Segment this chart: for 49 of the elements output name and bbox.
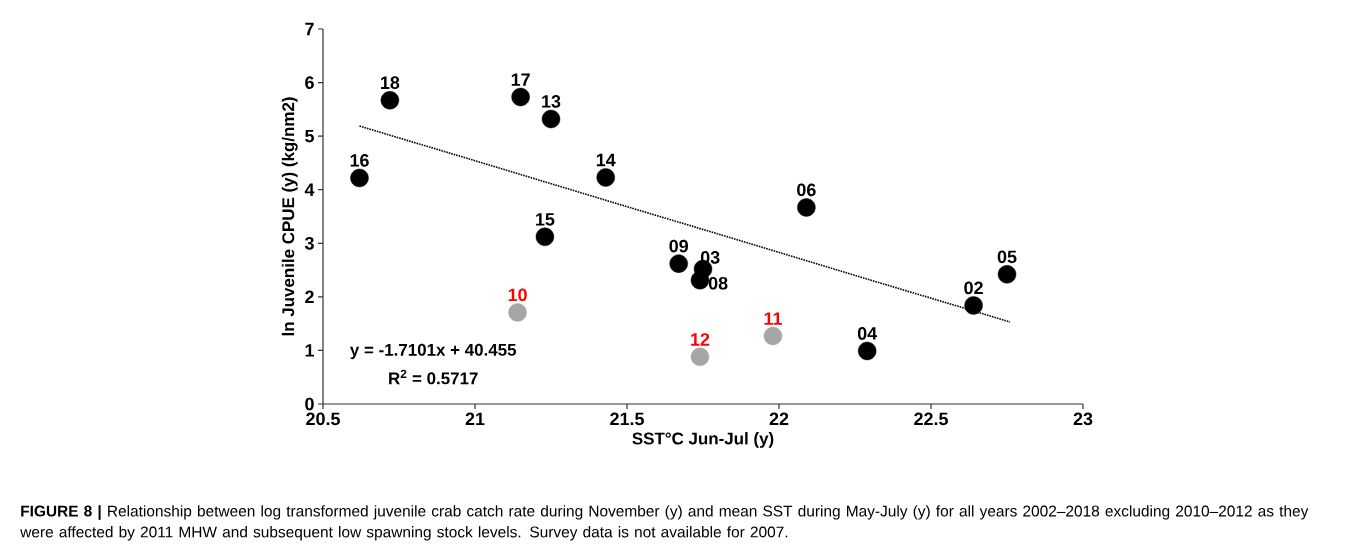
annotation: 10 (508, 288, 527, 302)
annotation: 04 (857, 327, 878, 340)
annotation: 16 (350, 154, 369, 167)
point (997, 265, 1017, 284)
annotation: 12 (691, 333, 710, 346)
annotation: 06 (797, 183, 816, 197)
annotation: 05 (997, 250, 1017, 264)
y-tick-label: 0 (305, 397, 314, 411)
x-axis-title: SST°C Jun-Jul (y) (632, 432, 774, 448)
annotation: y = -1.7101x + 40.455 (349, 343, 517, 360)
point (690, 271, 710, 290)
point (508, 303, 527, 322)
y-tick-label: 5 (305, 129, 314, 143)
text: FIGURE 8 | Relationship between log transformed juvenile crab catch rate during November (y) and mean SST during May-July (y) for all years 2002–2018 excluding 2010–2012 as they were affected by 2011 MHW and subsequent low spawning stock levels. Survey data is not available for 2007. (20, 505, 1309, 541)
point (541, 109, 561, 129)
y-axis-title: ln Juvenile CPUE (y) (kg/nm2) (281, 97, 298, 336)
annotation: 13 (542, 95, 561, 108)
x-tick-label: 21 (465, 412, 485, 426)
point (763, 326, 783, 346)
annotation: 18 (381, 76, 400, 90)
y-tick-label: 3 (304, 236, 314, 250)
annotation: 11 (764, 312, 782, 325)
point (690, 347, 710, 367)
y-tick-label: 7 (305, 22, 314, 36)
y-tick-label: 1 (305, 344, 314, 357)
annotation: 09 (669, 239, 688, 253)
x-tick-label: 22.5 (914, 412, 948, 426)
point (535, 227, 555, 247)
y-tick-label: 2 (305, 290, 314, 304)
point (797, 198, 816, 217)
x-tick-label: 23 (1073, 412, 1093, 426)
annotation: 15 (536, 213, 555, 226)
y-tick-label: 6 (305, 76, 314, 89)
point (350, 168, 369, 188)
point (511, 87, 530, 107)
x-tick-label: 22 (769, 412, 789, 426)
annotation: 08 (708, 276, 728, 290)
annotation: 14 (596, 153, 616, 167)
annotation: 17 (511, 73, 530, 86)
point (596, 168, 615, 187)
y-tick-label: 4 (304, 183, 315, 196)
annotation: R$^{2}$ = 0.5717 (389, 369, 478, 385)
x-tick-label: 20.5 (306, 412, 340, 426)
x-tick-label: 21.5 (610, 412, 644, 426)
point (857, 341, 877, 361)
point (669, 254, 688, 273)
annotation: 02 (964, 281, 983, 295)
point (380, 91, 400, 110)
point (964, 296, 983, 315)
